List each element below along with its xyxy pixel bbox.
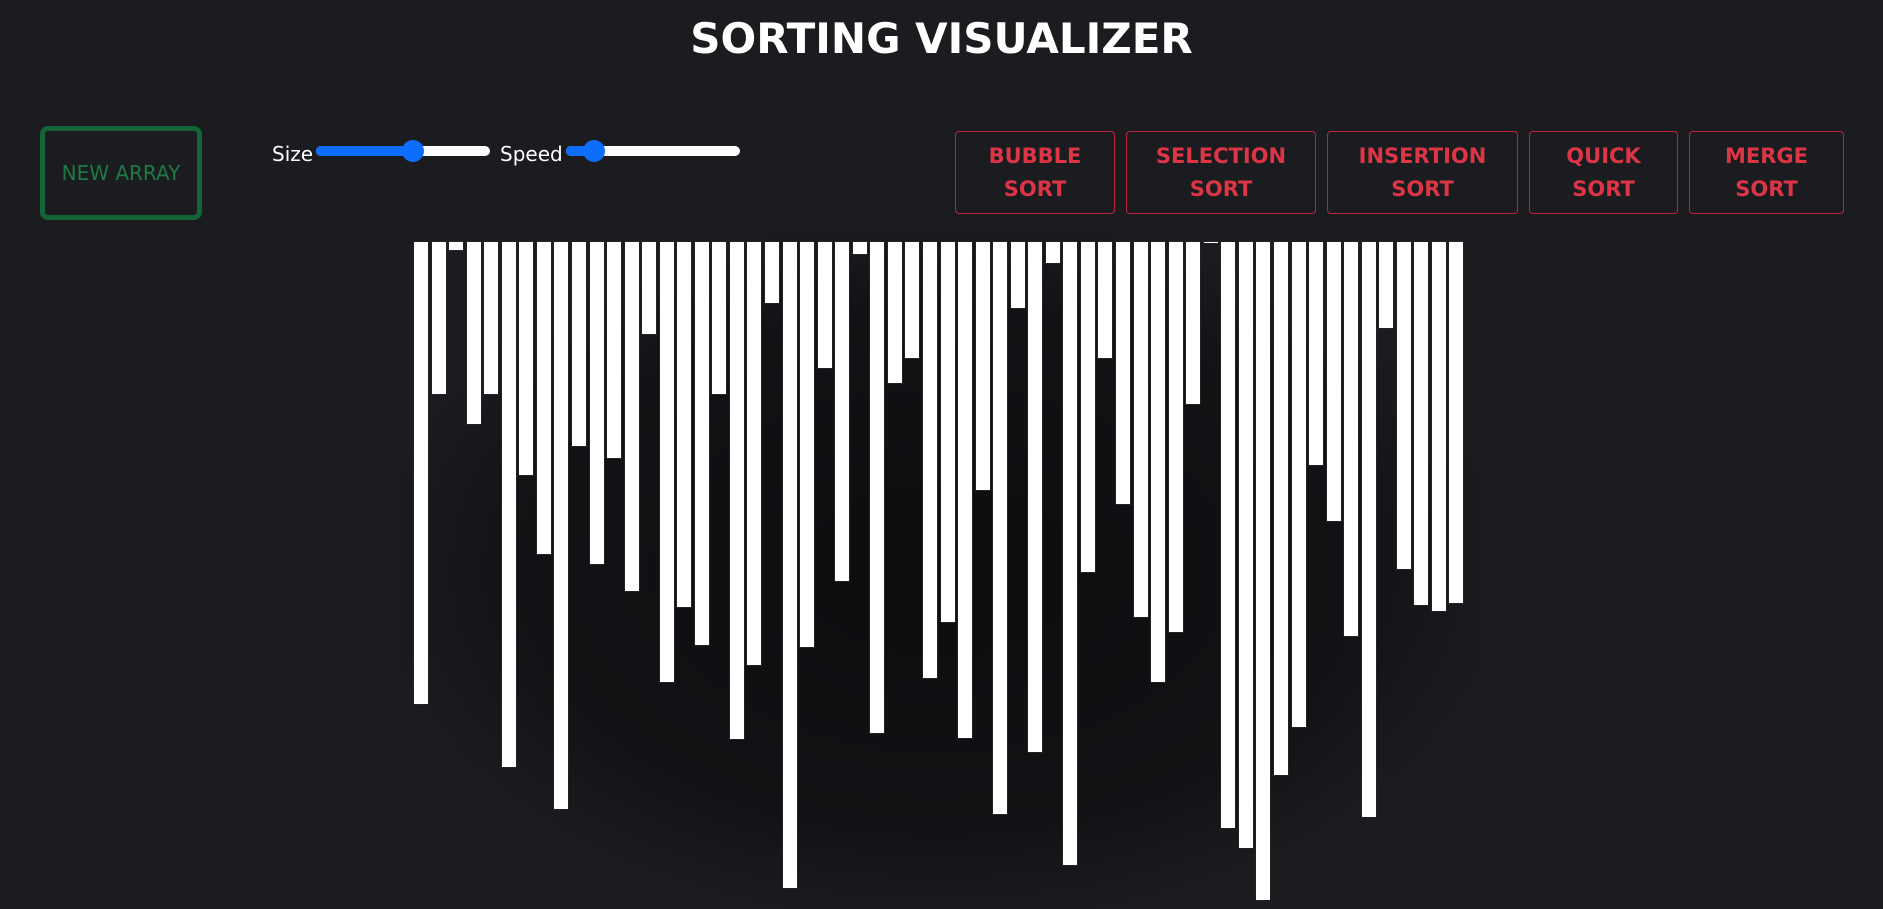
array-bar: [1360, 241, 1377, 818]
array-bar: [1167, 241, 1184, 634]
merge-sort-button[interactable]: MERGE SORT: [1689, 131, 1844, 214]
array-bar: [904, 241, 921, 359]
array-bar: [570, 241, 587, 447]
array-bar: [1062, 241, 1079, 866]
speed-slider-thumb[interactable]: [582, 140, 605, 162]
array-bar: [1009, 241, 1026, 309]
array-bar: [1448, 241, 1465, 604]
size-slider-thumb[interactable]: [402, 140, 425, 162]
array-bar: [1255, 241, 1272, 901]
array-bar: [746, 241, 763, 666]
array-bar: [658, 241, 675, 684]
array-bar: [518, 241, 535, 477]
insertion-sort-button[interactable]: INSERTION SORT: [1327, 131, 1518, 214]
array-bar: [1044, 241, 1061, 264]
speed-slider-fill: [566, 146, 594, 156]
array-bar: [1202, 241, 1219, 244]
array-bar: [1308, 241, 1325, 466]
array-bar: [1290, 241, 1307, 729]
array-bar: [939, 241, 956, 624]
array-bar: [535, 241, 552, 555]
array-bar: [728, 241, 745, 741]
array-bar: [1150, 241, 1167, 684]
array-bar: [623, 241, 640, 593]
array-bar: [483, 241, 500, 395]
array-bar: [676, 241, 693, 608]
array-bar: [957, 241, 974, 740]
array-bar: [430, 241, 447, 395]
array-bar: [1272, 241, 1289, 777]
speed-slider[interactable]: [566, 140, 740, 162]
array-bar: [448, 241, 465, 251]
array-bar: [834, 241, 851, 583]
array-bar: [1413, 241, 1430, 606]
size-slider[interactable]: [316, 140, 490, 162]
array-bar: [500, 241, 517, 768]
quick-sort-button[interactable]: QUICK SORT: [1529, 131, 1678, 214]
array-bar: [1079, 241, 1096, 574]
array-bar: [799, 241, 816, 648]
array-bar: [764, 241, 780, 304]
page-title: SORTING VISUALIZER: [690, 14, 1193, 63]
array-bar: [1430, 241, 1447, 612]
array-bar: [1343, 241, 1360, 638]
array-bar: [1220, 241, 1237, 830]
array-bar: [1097, 241, 1114, 359]
array-bar: [816, 241, 833, 370]
bubble-sort-button[interactable]: BUBBLE SORT: [955, 131, 1115, 214]
array-bar: [1325, 241, 1342, 523]
selection-sort-button[interactable]: SELECTION SORT: [1126, 131, 1316, 214]
size-slider-fill: [316, 146, 414, 156]
array-bar: [1115, 241, 1131, 505]
array-bar: [974, 241, 991, 492]
array-bar: [588, 241, 605, 565]
array-bar: [606, 241, 623, 459]
array-bar: [886, 241, 903, 385]
array-bar: [1237, 241, 1254, 850]
array-bar: [1378, 241, 1395, 330]
array-bar: [851, 241, 868, 255]
array-bar: [553, 241, 570, 810]
array-bar: [781, 241, 798, 890]
array-bar: [1395, 241, 1412, 570]
array-bar: [413, 241, 429, 705]
array-bar: [1185, 241, 1202, 405]
array-bar: [1132, 241, 1149, 618]
array-bar: [465, 241, 482, 426]
size-label: Size: [272, 142, 314, 166]
array-bar: [693, 241, 710, 647]
array-bar: [711, 241, 728, 395]
new-array-button[interactable]: NEW ARRAY: [40, 126, 202, 220]
array-bar: [1027, 241, 1044, 753]
array-bar: [921, 241, 938, 680]
array-bar: [869, 241, 886, 735]
array-bar: [641, 241, 658, 336]
speed-slider-track: [566, 146, 740, 156]
speed-label: Speed: [500, 142, 563, 166]
array-bar: [992, 241, 1009, 815]
